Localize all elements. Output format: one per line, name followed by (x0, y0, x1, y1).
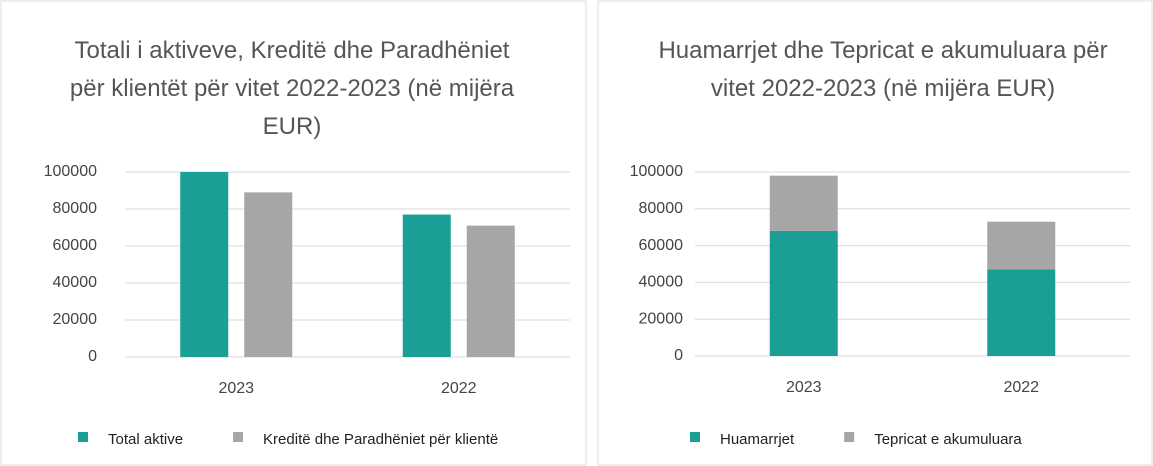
panel-border (597, 0, 1153, 466)
y-tick-label: 60000 (53, 237, 98, 254)
y-tick-label: 40000 (53, 274, 98, 291)
y-tick-label: 60000 (639, 237, 684, 254)
legend-swatch (844, 432, 855, 442)
y-tick-label: 100000 (630, 163, 683, 180)
legend-label: Tepricat e akumuluara (874, 431, 1022, 448)
bar (466, 225, 515, 357)
y-tick-label: 20000 (53, 311, 98, 328)
bar-segment (987, 269, 1056, 356)
y-tick-label: 80000 (53, 200, 98, 217)
chart-title: Huamarrjet dhe Tepricat e akumuluara për… (658, 37, 1108, 102)
bar (244, 192, 293, 357)
y-tick-label: 20000 (639, 310, 684, 327)
x-tick-label: 2023 (218, 380, 254, 397)
x-tick-label: 2023 (786, 379, 822, 396)
legend-swatch (233, 432, 244, 442)
x-tick-label: 2022 (1003, 379, 1039, 396)
x-tick-label: 2022 (441, 380, 477, 397)
legend-label: Kreditë dhe Paradhëniet për klientë (263, 431, 498, 448)
bar-segment (987, 221, 1056, 270)
bar-segment (769, 230, 838, 356)
legend-label: Total aktive (108, 431, 183, 448)
bar-segment (769, 175, 838, 231)
bar (180, 172, 229, 357)
panel-border (0, 0, 587, 466)
bar (402, 214, 451, 357)
y-tick-label: 0 (88, 348, 97, 365)
y-tick-label: 40000 (639, 274, 684, 291)
chart-title: Totali i aktiveve, Kreditë dhe Paradhëni… (69, 37, 515, 140)
legend-label: Huamarrjet (720, 431, 795, 448)
legend-swatch (690, 432, 700, 442)
y-tick-label: 100000 (44, 163, 97, 180)
legend-swatch (78, 432, 88, 442)
y-tick-label: 0 (674, 347, 683, 364)
y-tick-label: 80000 (639, 200, 684, 217)
